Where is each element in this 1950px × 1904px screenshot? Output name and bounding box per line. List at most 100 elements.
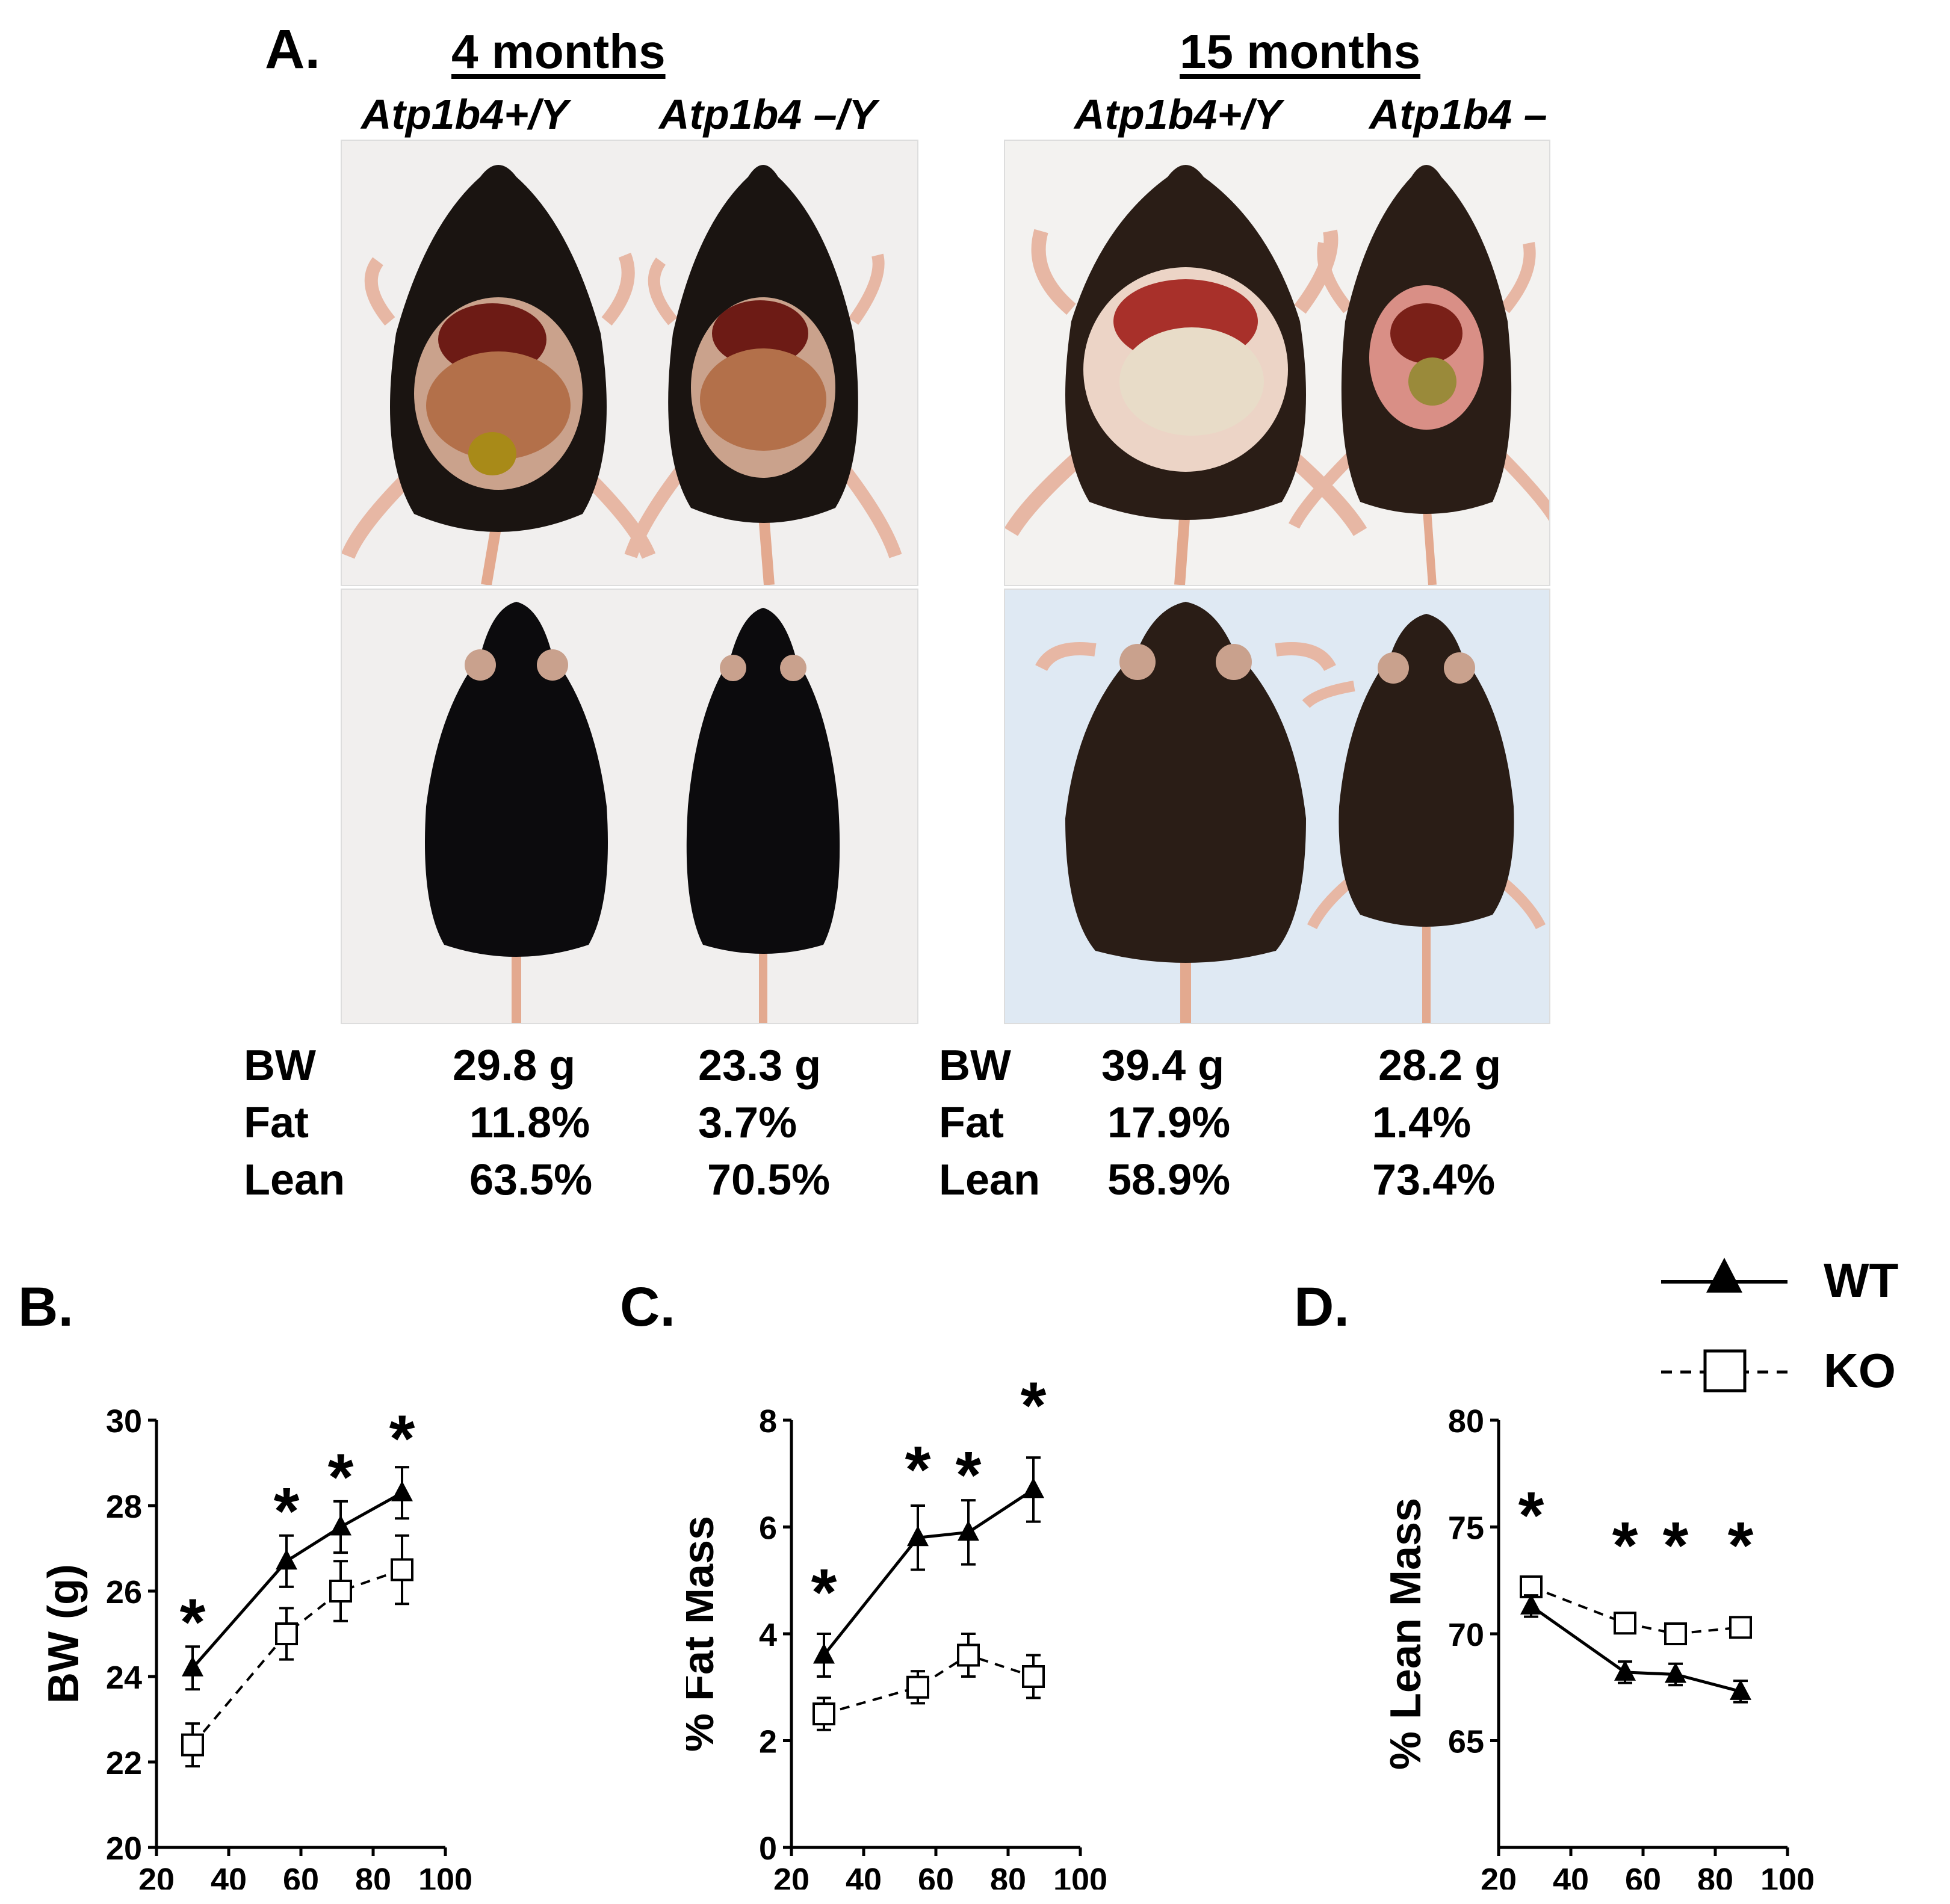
mouse-15m-wt-ventral [1005,165,1367,585]
chart-b-y-tick-label: 30 [106,1403,142,1439]
chart-d-series-wt-point [1614,1660,1636,1681]
stat-15m-ko-bw: 28.2 g [1378,1042,1502,1090]
chart-c-y-axis-label: % Fat Mass [686,1516,723,1752]
chart-b-series-wt-point [276,1549,297,1570]
chart-d-y-tick-label: 70 [1448,1617,1484,1653]
stat-15m-ko-lean: 73.4% [1372,1156,1496,1204]
chart-b-y-axis-label: BW (g) [40,1564,88,1704]
chart-d-y-tick-label: 80 [1448,1403,1484,1439]
chart-d-series-wt-point [1730,1679,1751,1700]
chart-b-x-tick-label: 80 [355,1862,391,1890]
genotype-4m-ko: Atp1b4 –/Y [659,91,877,138]
chart-b-x-tick-label: 40 [211,1862,247,1890]
chart-b-x-tick-label: 60 [283,1862,319,1890]
mouse-4m-ko-ventral [624,165,902,585]
chart-c-significance-mark: * [1021,1368,1047,1442]
chart-d-series-wt-point [1520,1593,1542,1615]
chart-b-series-ko-point [391,1558,413,1581]
mouse-15m-ko-ventral [1289,165,1549,585]
chart-c-fat-mass: 0246820406080100post-birth (days)% Fat M… [686,1368,1107,1890]
chart-b-y-tick-label: 22 [106,1745,142,1781]
chart-d-series-wt-point [1665,1662,1686,1683]
chart-b-series-ko-line [191,1568,403,1746]
chart-d-significance-mark: * [1612,1509,1638,1583]
mouse-4m-wt-dorsal [425,602,608,1023]
chart-d-series-ko-line [1531,1586,1741,1636]
stat-4m-ko-fat: 3.7% [698,1099,797,1147]
legend-ko-marker [1703,1349,1747,1392]
chart-c-series-wt-point [907,1525,929,1547]
panel-c-label: C. [620,1276,675,1338]
panel-d-label: D. [1294,1276,1349,1338]
chart-c-x-tick-label: 100 [1053,1862,1107,1890]
chart-d-x-tick-label: 100 [1760,1862,1815,1890]
chart-c-y-tick-label: 2 [759,1724,777,1760]
chart-d-series-ko-point [1664,1622,1687,1645]
chart-c-significance-mark: * [811,1556,837,1630]
chart-b-series-wt-point [391,1480,413,1501]
chart-b-y-tick-label: 28 [106,1489,142,1525]
chart-c-x-tick-label: 60 [918,1862,954,1890]
chart-d-significance-mark: * [1728,1509,1754,1583]
chart-d-y-axis-label: % Lean Mass [1382,1498,1430,1770]
chart-d-x-tick-label: 20 [1481,1862,1517,1890]
legend-wt-marker [1706,1258,1742,1293]
chart-c-significance-mark: * [956,1438,982,1512]
chart-c-series-ko-point [812,1702,835,1726]
mice-15m-dorsal-illustration [1035,602,1546,1023]
chart-d-x-tick-label: 80 [1697,1862,1733,1890]
stat-label-fat-4m: Fat [244,1099,309,1147]
chart-c-series-wt-point [1023,1477,1044,1498]
chart-legend: WT KO [1661,1253,1899,1397]
chart-b-series-wt-point [330,1515,351,1536]
stat-15m-wt-bw: 39.4 g [1101,1042,1225,1090]
chart-b-series-wt-line [191,1491,403,1669]
mouse-4m-ko-dorsal [686,608,840,1023]
chart-c-x-tick-label: 20 [773,1862,809,1890]
chart-c-series-wt-point [958,1520,979,1541]
panel-a-label: A. [265,19,320,80]
chart-d-y-tick-label: 75 [1448,1510,1484,1547]
stat-15m-ko-fat: 1.4% [1372,1099,1472,1147]
chart-b-significance-mark: * [389,1402,415,1476]
chart-c-series-ko-point [1022,1665,1045,1688]
chart-c-y-tick-label: 8 [759,1403,777,1439]
stat-15m-wt-fat: 17.9% [1107,1099,1231,1147]
chart-b-significance-mark: * [180,1586,206,1660]
chart-d-x-tick-label: 60 [1625,1862,1661,1890]
stat-4m-wt-bw: 29.8 g [453,1042,576,1090]
stat-label-lean-15m: Lean [939,1156,1041,1204]
chart-d-lean-mass: 6570758020406080100post-birth (days)% Le… [1382,1403,1815,1890]
stat-label-bw-4m: BW [244,1042,316,1090]
chart-d-x-tick-label: 40 [1553,1862,1589,1890]
chart-d-series-ko-point [1520,1575,1543,1598]
chart-d-series-ko-point [1614,1612,1636,1635]
chart-d-significance-mark: * [1518,1479,1544,1553]
chart-b-body-weight: 20222426283020406080100post-birth (days)… [40,1402,472,1890]
stat-4m-ko-lean: 70.5% [707,1156,831,1204]
stat-label-bw-15m: BW [939,1042,1011,1090]
stat-4m-wt-lean: 63.5% [469,1156,593,1204]
chart-b-significance-mark: * [328,1440,354,1514]
chart-c-series-wt-point [813,1643,835,1664]
photo-4m-ventral [341,140,918,586]
stat-15m-wt-lean: 58.9% [1107,1156,1231,1204]
chart-b-y-tick-label: 26 [106,1574,142,1610]
chart-d-series-wt-line [1530,1604,1741,1693]
stat-4m-ko-bw: 23.3 g [698,1042,822,1090]
chart-d-y-tick-label: 65 [1448,1724,1484,1760]
group-title-4-months: 4 months [451,25,666,78]
chart-b-y-tick-label: 24 [106,1660,142,1696]
stat-label-lean-4m: Lean [244,1156,345,1204]
photo-15m-ventral [1004,140,1550,586]
mouse-15m-wt-dorsal [1035,602,1336,1023]
chart-c-series-ko-point [957,1643,980,1667]
chart-c-series-wt-line [823,1488,1035,1657]
genotype-15m-ko: Atp1b4 – [1369,91,1547,138]
photo-15m-dorsal [1004,589,1550,1024]
genotype-15m-wt: Atp1b4+/Y [1074,91,1282,138]
legend-wt-label: WT [1824,1253,1899,1307]
mouse-15m-ko-dorsal [1302,614,1546,1023]
chart-c-x-tick-label: 40 [846,1862,882,1890]
panel-b-label: B. [18,1276,73,1338]
